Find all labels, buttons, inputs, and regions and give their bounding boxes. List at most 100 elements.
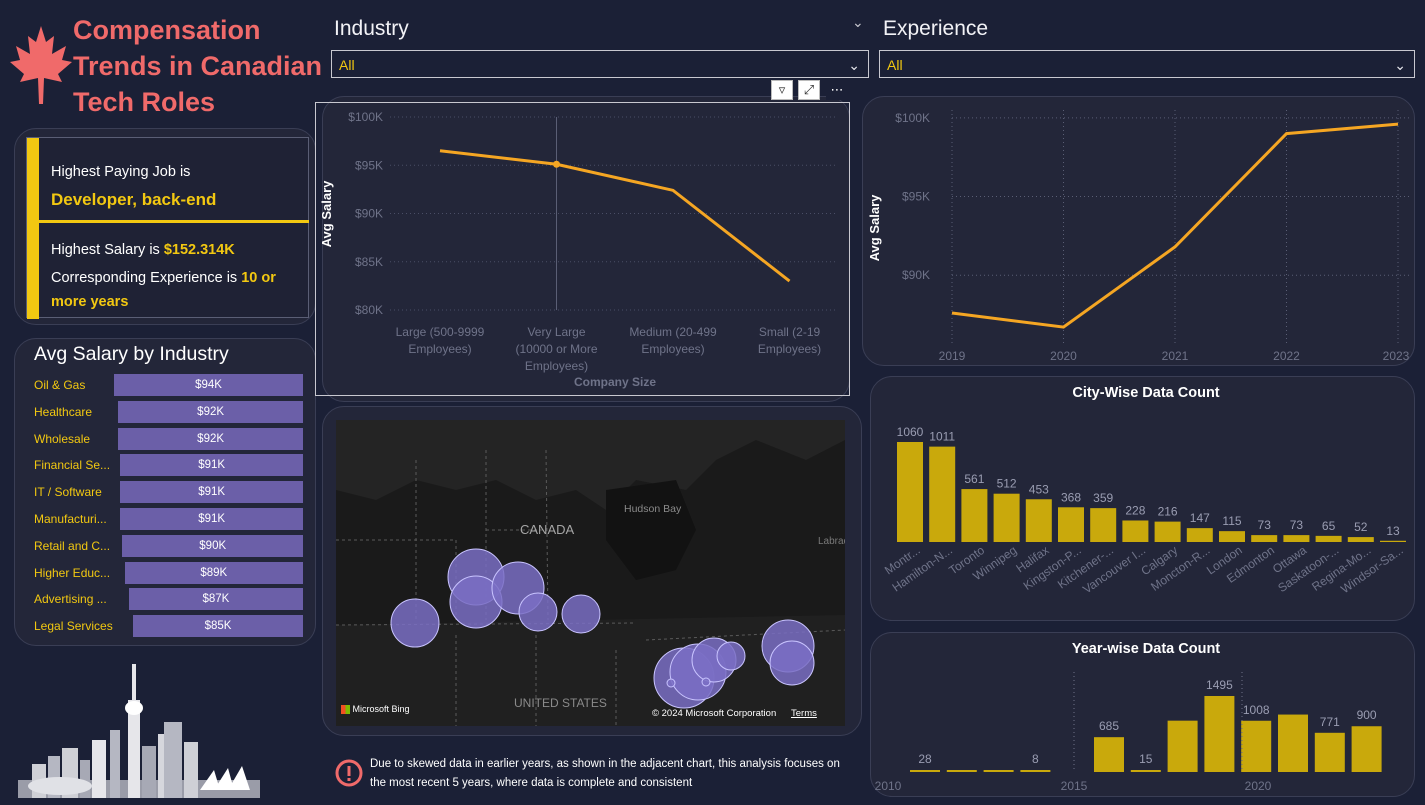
hover-point bbox=[553, 160, 560, 168]
industry-label: Healthcare bbox=[34, 404, 93, 419]
x-tick-label: 2015 bbox=[1061, 779, 1088, 793]
x-tick-label: 2020 bbox=[1050, 349, 1077, 363]
year-bar bbox=[1351, 726, 1382, 772]
year-bar bbox=[1278, 714, 1308, 772]
industry-filter-label: Industry bbox=[334, 17, 409, 40]
toronto-skyline-illustration bbox=[18, 664, 260, 798]
industry-row[interactable]: Advertising ... $87K bbox=[15, 587, 315, 611]
kpi-divider bbox=[39, 220, 309, 223]
map-attribution-text: Microsoft Bing bbox=[352, 704, 410, 714]
x-tick-label: Small (2-19 bbox=[759, 325, 821, 339]
collapse-chevron-icon[interactable]: ⌄ bbox=[852, 14, 864, 30]
year-count-bar-chart: Year-wise Data Count 28 8 685 15 1495 1008 771 9… bbox=[875, 641, 1382, 793]
chevron-down-icon: ⌄ bbox=[848, 57, 860, 73]
x-tick-label: 2020 bbox=[1245, 779, 1272, 793]
industry-row[interactable]: Wholesale $92K bbox=[15, 427, 315, 451]
chevron-down-icon: ⌄ bbox=[1394, 57, 1406, 73]
industry-bar: $90K bbox=[122, 534, 303, 557]
company-size-panel bbox=[322, 96, 850, 402]
city-chart-title: City-Wise Data Count bbox=[1072, 385, 1219, 401]
focus-mode-icon[interactable]: ⤢ bbox=[798, 80, 820, 100]
more-options-icon[interactable]: ⋯ bbox=[826, 80, 848, 100]
map-terms-link[interactable]: Terms bbox=[791, 708, 817, 719]
y-tick-label: $85K bbox=[355, 255, 383, 269]
industry-label: Financial Se... bbox=[34, 458, 111, 473]
year-bar bbox=[1204, 696, 1235, 772]
x-tick-label: 2021 bbox=[1162, 349, 1189, 363]
industry-bar: $92K bbox=[118, 427, 303, 450]
city-count-panel bbox=[870, 376, 1415, 621]
map-country-label: CANADA bbox=[520, 522, 575, 537]
industry-row[interactable]: Financial Se... $91K bbox=[15, 453, 315, 477]
year-bar bbox=[1130, 770, 1161, 772]
city-bar bbox=[1283, 535, 1310, 542]
maple-leaf-icon bbox=[10, 26, 72, 104]
industry-bar: $92K bbox=[118, 400, 303, 423]
city-bar bbox=[1251, 535, 1278, 542]
industry-label: Legal Services bbox=[34, 619, 113, 634]
year-value-label: 28 bbox=[918, 752, 932, 766]
experience-filter-label: Experience bbox=[883, 17, 989, 40]
industry-filter-dropdown[interactable]: All ⌄ bbox=[331, 50, 869, 78]
year-bar bbox=[910, 770, 940, 772]
y-tick-label: $90K bbox=[355, 207, 383, 221]
y-tick-label: $95K bbox=[355, 158, 383, 172]
industry-bar: $89K bbox=[124, 561, 303, 584]
x-tick-label: 2010 bbox=[875, 779, 902, 793]
year-value-label: 1495 bbox=[1206, 678, 1233, 692]
kpi-experience-prefix: Corresponding Experience is bbox=[51, 270, 238, 286]
city-value-label: 65 bbox=[1322, 519, 1336, 533]
y-tick-label: $95K bbox=[902, 190, 930, 204]
company-size-line-chart: $100K $95K $90K $85K $80K Large (500-9999 Empl… bbox=[319, 110, 835, 389]
x-tick-label: (10000 or More bbox=[515, 342, 597, 356]
year-bar bbox=[1020, 770, 1051, 772]
x-tick-label: Employees) bbox=[758, 342, 821, 356]
industry-row[interactable]: Retail and C... $90K bbox=[15, 534, 315, 558]
map-canvas bbox=[336, 420, 845, 726]
industry-row[interactable]: Healthcare $92K bbox=[15, 400, 315, 424]
city-value-label: 73 bbox=[1258, 518, 1272, 532]
map-copyright: © 2024 Microsoft Corporation bbox=[652, 708, 777, 719]
filter-icon[interactable]: ▿ bbox=[771, 80, 793, 100]
industry-bar: $94K bbox=[114, 374, 303, 396]
city-count-bar-chart: City-Wise Data Count1060Montr...1011Hami… bbox=[882, 385, 1406, 596]
experience-filter-dropdown[interactable]: All ⌄ bbox=[879, 50, 1415, 78]
city-value-label: 228 bbox=[1125, 503, 1145, 517]
map-us-label: UNITED STATES bbox=[514, 696, 607, 710]
industry-bar-list: Oil & Gas $94K Healthcare $92K Wholesale $92K… bbox=[15, 373, 315, 643]
kpi-job-prefix: Highest Paying Job is bbox=[51, 164, 191, 180]
city-bar bbox=[993, 493, 1020, 542]
industry-row[interactable]: Higher Educ... $89K bbox=[15, 561, 315, 585]
title-line-3: Tech Roles bbox=[73, 87, 216, 117]
industry-salary-panel: Avg Salary by Industry Oil & Gas $94K Heal… bbox=[14, 338, 316, 646]
industry-label: Oil & Gas bbox=[34, 378, 86, 392]
city-value-label: 115 bbox=[1222, 514, 1241, 528]
industry-row[interactable]: Manufacturi... $91K bbox=[15, 507, 315, 531]
city-value-label: 512 bbox=[997, 477, 1017, 491]
y-tick-label: $80K bbox=[355, 303, 383, 317]
experience-trend-panel bbox=[862, 96, 1415, 366]
city-bar bbox=[929, 446, 956, 542]
x-tick-label: Large (500-9999 bbox=[396, 325, 485, 339]
industry-filter-value: All bbox=[339, 57, 355, 73]
industry-row[interactable]: IT / Software $91K bbox=[15, 480, 315, 504]
city-bar bbox=[1219, 531, 1245, 542]
industry-label: Manufacturi... bbox=[34, 512, 107, 526]
industry-row[interactable]: Legal Services $85K bbox=[15, 614, 315, 638]
map-labrador-label: Labrad bbox=[818, 536, 845, 547]
industry-row[interactable]: Oil & Gas $94K bbox=[15, 373, 315, 397]
year-value-label: 1008 bbox=[1243, 703, 1270, 717]
year-bar bbox=[1094, 737, 1124, 772]
industry-bar: $91K bbox=[120, 454, 303, 477]
kpi-card: Highest Paying Job is Developer, back-en… bbox=[26, 137, 309, 319]
microsoft-logo-icon bbox=[341, 705, 350, 715]
city-salary-map[interactable]: CANADA Hudson Bay Labrad UNITED STATES M… bbox=[336, 420, 845, 726]
city-bar bbox=[1154, 521, 1181, 542]
city-value-label: 52 bbox=[1354, 520, 1368, 534]
industry-label: Wholesale bbox=[34, 431, 91, 446]
city-bar bbox=[1122, 520, 1149, 542]
year-value-label: 8 bbox=[1032, 752, 1039, 766]
y-axis-title: Avg Salary bbox=[867, 194, 882, 261]
city-value-label: 147 bbox=[1190, 511, 1210, 525]
year-bar bbox=[946, 770, 977, 772]
